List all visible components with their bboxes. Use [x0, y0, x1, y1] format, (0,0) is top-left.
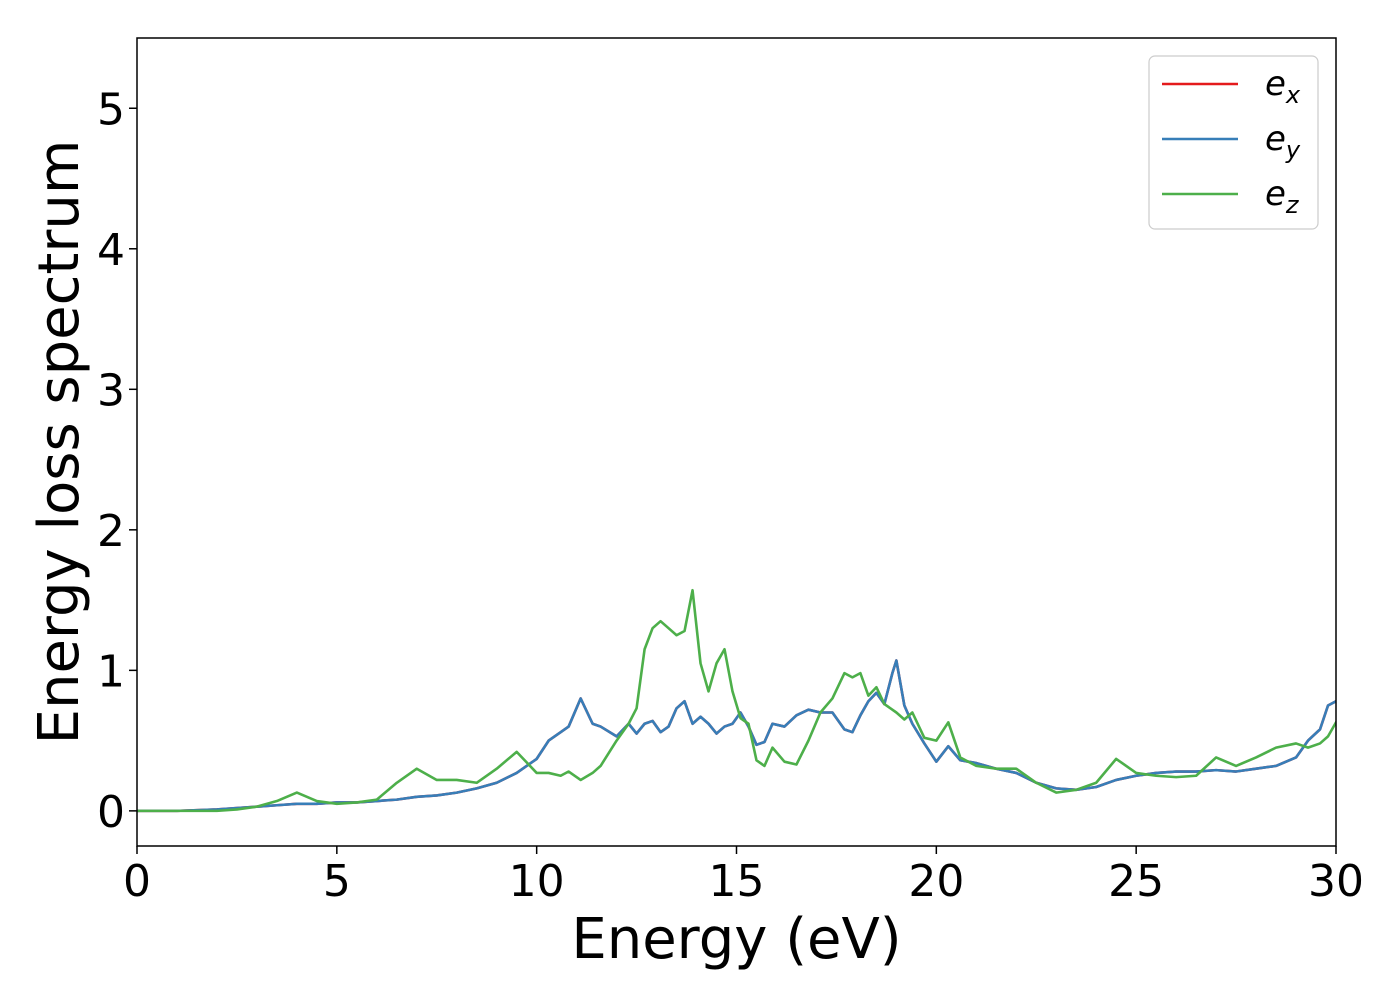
x-tick-label: 25 [1108, 856, 1164, 907]
y-tick-label: 1 [97, 646, 125, 697]
x-tick-label: 10 [509, 856, 565, 907]
y-tick-label: 5 [97, 84, 125, 135]
x-tick-label: 0 [123, 856, 151, 907]
y-tick-label: 2 [97, 506, 125, 557]
y-axis-ticks: 0 1 2 3 4 5 [97, 84, 137, 838]
y-tick-label: 0 [97, 787, 125, 838]
x-tick-label: 5 [323, 856, 351, 907]
legend: ex ey ez [1148, 55, 1319, 230]
x-tick-label: 20 [908, 856, 964, 907]
y-tick-label: 4 [97, 225, 125, 276]
series-line-e-z [137, 588, 1336, 813]
series-line-e-x [137, 659, 1336, 813]
y-axis-label: Energy loss spectrum [27, 140, 92, 745]
x-tick-label: 15 [709, 856, 765, 907]
y-tick-label: 3 [97, 365, 125, 416]
x-tick-label: 30 [1308, 856, 1364, 907]
legend-label-e-y: ey [1265, 119, 1301, 164]
x-axis-label: Energy (eV) [571, 907, 901, 972]
legend-label-e-z: ez [1265, 174, 1300, 219]
series-layer [137, 588, 1336, 813]
legend-label-e-x: ex [1265, 64, 1301, 109]
legend-box [1148, 55, 1319, 230]
x-axis-ticks: 0 5 10 15 20 25 30 [123, 846, 1364, 907]
series-line-e-y [137, 659, 1336, 813]
